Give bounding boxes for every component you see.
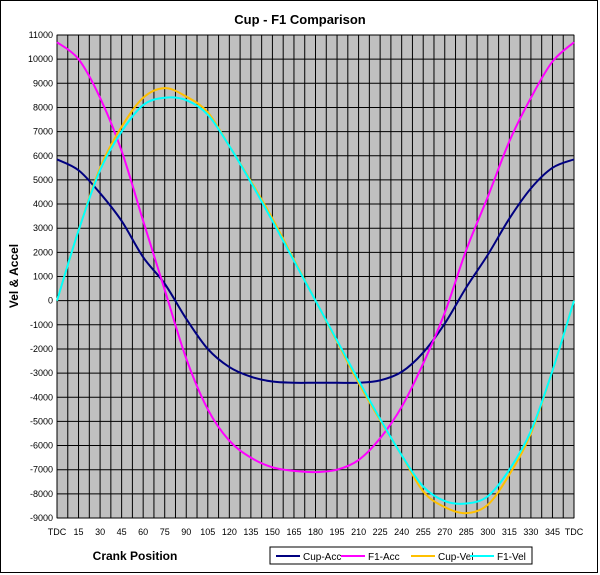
y-tick-label: 4000	[33, 199, 53, 209]
x-tick-label: 90	[181, 527, 191, 537]
x-tick-label: TDC	[565, 527, 584, 537]
legend-label-cup-acc: Cup-Acc	[303, 552, 341, 563]
gridlines	[56, 34, 575, 519]
legend: Cup-Acc F1-Acc Cup-Vel F1-Vel	[269, 546, 533, 565]
y-tick-label: 1000	[33, 272, 53, 282]
x-tick-label: 330	[523, 527, 538, 537]
x-tick-label: 135	[243, 527, 258, 537]
x-tick-label: 75	[160, 527, 170, 537]
x-tick-label: 300	[480, 527, 495, 537]
y-tick-label: 9000	[33, 78, 53, 88]
x-tick-label: 30	[95, 527, 105, 537]
y-tick-label: -1000	[30, 320, 53, 330]
x-tick-label: 210	[351, 527, 366, 537]
y-tick-label: 2000	[33, 247, 53, 257]
y-tick-label: 5000	[33, 175, 53, 185]
x-tick-label: 240	[394, 527, 409, 537]
legend-label-f1-vel: F1-Vel	[497, 552, 526, 563]
x-tick-label: 255	[416, 527, 431, 537]
series-line-f1-vel	[56, 96, 575, 505]
x-tick-label: 15	[74, 527, 84, 537]
x-tick-label: 315	[502, 527, 517, 537]
x-tick-label: 150	[265, 527, 280, 537]
x-tick-label: 60	[138, 527, 148, 537]
y-tick-label: -8000	[30, 489, 53, 499]
x-tick-label: TDC	[48, 527, 67, 537]
y-tick-label: -6000	[30, 441, 53, 451]
y-tick-label: -2000	[30, 344, 53, 354]
series-line-f1-acc	[56, 41, 575, 474]
x-tick-label: 225	[373, 527, 388, 537]
x-tick-labels: TDC 15 30 45 60 75 90 105 120 135 150 165 180 195 210 2…	[48, 527, 584, 537]
series-line-cup-acc	[56, 158, 575, 384]
y-tick-label: -4000	[30, 392, 53, 402]
y-tick-label: -3000	[30, 368, 53, 378]
x-tick-label: 165	[286, 527, 301, 537]
y-tick-label: 7000	[33, 127, 53, 137]
y-tick-label: 11000	[29, 30, 53, 40]
series-layer	[56, 41, 575, 515]
y-tick-label: 3000	[33, 223, 53, 233]
legend-label-cup-vel: Cup-Vel	[438, 552, 474, 563]
x-tick-label: 345	[545, 527, 560, 537]
chart-title: Cup - F1 Comparison	[234, 12, 366, 27]
y-tick-label: 0	[48, 296, 53, 306]
x-tick-label: 45	[117, 527, 127, 537]
legend-box	[269, 546, 533, 565]
y-tick-label: -9000	[30, 513, 53, 523]
y-tick-labels: -9000 -8000 -7000 -6000 -5000 -4000 -3000 -2000…	[28, 30, 53, 523]
x-tick-label: 270	[437, 527, 452, 537]
x-tick-label: 105	[200, 527, 215, 537]
legend-label-f1-acc: F1-Acc	[368, 552, 400, 563]
y-tick-label: 8000	[33, 102, 53, 112]
x-axis-label: Crank Position	[93, 549, 178, 563]
y-tick-label: 6000	[33, 151, 53, 161]
y-tick-label: 10000	[28, 54, 53, 64]
x-tick-label: 285	[459, 527, 474, 537]
x-tick-label: 120	[222, 527, 237, 537]
y-tick-label: -5000	[30, 416, 53, 426]
x-tick-label: 195	[330, 527, 345, 537]
y-axis-label: Vel & Accel	[7, 244, 21, 308]
y-tick-label: -7000	[30, 465, 53, 475]
x-tick-label: 180	[308, 527, 323, 537]
